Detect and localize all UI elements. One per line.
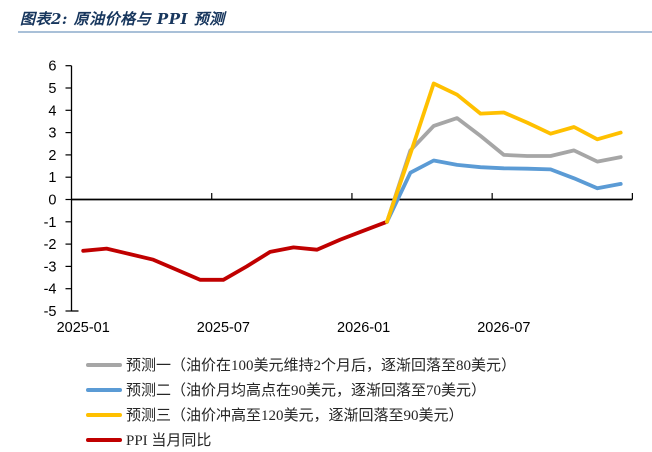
y-tick-label: -3 — [44, 259, 57, 275]
legend-label: 预测一（油价在100美元维持2个月后，逐渐回落至80美元） — [126, 358, 517, 374]
y-tick-label: -5 — [44, 304, 57, 320]
y-tick-label: 6 — [48, 59, 56, 75]
series-line — [385, 158, 623, 224]
legend-swatch-forecast-2 — [86, 387, 122, 392]
y-tick-label: 3 — [48, 126, 56, 142]
legend-swatch-ppi — [86, 437, 122, 442]
legend-item: 预测二（油价月均高点在90美元，逐渐回落至70美元） — [86, 377, 646, 402]
y-tick-label: -2 — [44, 237, 57, 253]
series-line — [81, 219, 389, 282]
legend-label: 预测三（油价冲高至120美元，逐渐回落至90美元） — [126, 408, 464, 424]
y-tick-label: 0 — [48, 193, 56, 209]
legend-swatch-forecast-3 — [86, 412, 122, 417]
y-tick-label: 4 — [48, 103, 56, 119]
page-title: 图表2: 原油价格与 PPI 预测 — [20, 10, 225, 28]
y-tick-label: 5 — [48, 81, 56, 97]
legend-item: PPI 当月同比 — [86, 427, 646, 452]
series-line — [385, 116, 623, 224]
y-tick-label: 1 — [48, 170, 56, 186]
chart-figure: { "header": { "title": "图表2: 原油价格与 PPI 预… — [18, 10, 652, 449]
legend-item: 预测三（油价冲高至120美元，逐渐回落至90美元） — [86, 402, 646, 427]
legend-label: PPI 当月同比 — [126, 433, 212, 449]
x-tick-label: 2026-07 — [477, 320, 530, 336]
series-line — [385, 81, 623, 224]
x-tick-label: 2025-01 — [57, 320, 110, 336]
legend-label: 预测二（油价月均高点在90美元，逐渐回落至70美元） — [126, 383, 487, 399]
legend-item: 预测一（油价在100美元维持2个月后，逐渐回落至80美元） — [86, 352, 646, 377]
x-tick-label: 2026-01 — [337, 320, 390, 336]
chart-legend: 预测一（油价在100美元维持2个月后，逐渐回落至80美元） 预测二（油价月均高点… — [86, 352, 646, 452]
y-tick-label: 2 — [48, 148, 56, 164]
y-tick-label: -4 — [44, 282, 57, 298]
title-underline — [18, 31, 652, 33]
legend-swatch-forecast-1 — [86, 362, 122, 367]
x-tick-label: 2025-07 — [197, 320, 250, 336]
y-tick-label: -1 — [44, 215, 57, 231]
